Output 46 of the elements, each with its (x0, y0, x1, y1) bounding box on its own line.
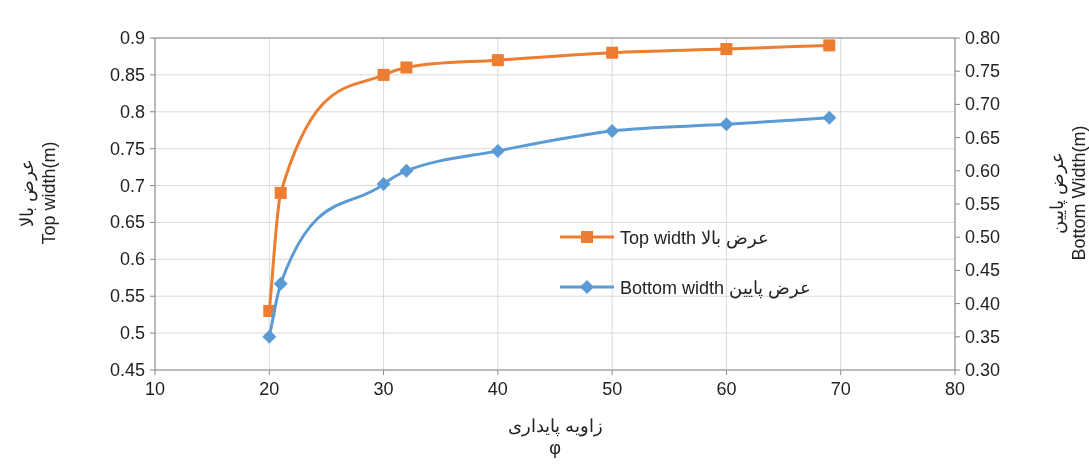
x-tick-label: 30 (373, 379, 394, 399)
point (719, 117, 734, 132)
point (491, 54, 504, 67)
point (822, 110, 837, 125)
point (490, 143, 505, 158)
y-tick-label: 0.5 (119, 323, 145, 344)
point (377, 68, 390, 81)
y-tick-label: 0.85 (109, 64, 145, 85)
x-tick-label: 70 (830, 379, 851, 399)
x-tick-label: 10 (144, 379, 166, 399)
x-tick-label: 20 (259, 379, 280, 399)
y-tick-label: 0.55 (109, 286, 145, 307)
y2-tick-label: 0.75 (965, 61, 1001, 82)
y-tick-label: 0.6 (119, 249, 145, 270)
y2-tick-label: 0.80 (965, 28, 1001, 48)
y2-tick-label: 0.30 (965, 360, 1001, 380)
y-tick-label: 0.9 (119, 28, 145, 48)
y-tick-label: 0.8 (119, 101, 145, 122)
x-tick-label: 80 (944, 379, 966, 399)
y2-tick-label: 0.55 (965, 194, 1001, 214)
point (605, 123, 620, 138)
y2-tick-label: 0.40 (965, 293, 1001, 314)
y-tick-label: 0.7 (119, 175, 145, 196)
y2-tick-label: 0.65 (965, 127, 1001, 148)
y2-tick-label: 0.45 (965, 260, 1001, 281)
y2-tick-label: 0.70 (965, 94, 1001, 115)
point (262, 329, 277, 344)
y2-tick-label: 0.50 (965, 227, 1001, 248)
point (720, 43, 733, 56)
y-tick-label: 0.45 (109, 360, 145, 380)
point (823, 39, 836, 52)
y-tick-label: 0.65 (109, 212, 145, 233)
y2-tick-label: 0.60 (965, 160, 1001, 181)
point (400, 61, 413, 74)
y-tick-label: 0.75 (109, 138, 145, 159)
point (274, 186, 287, 199)
legend-label: Top width عرض بالا (620, 228, 770, 249)
legend-label: Bottom width عرض پایین (620, 278, 812, 299)
point (273, 276, 288, 291)
x-tick-label: 60 (716, 379, 737, 399)
x-tick-label: 50 (602, 379, 623, 399)
point (376, 177, 391, 192)
point (606, 46, 619, 59)
x-tick-label: 40 (487, 379, 508, 399)
point (399, 163, 414, 178)
y2-tick-label: 0.35 (965, 326, 1001, 347)
